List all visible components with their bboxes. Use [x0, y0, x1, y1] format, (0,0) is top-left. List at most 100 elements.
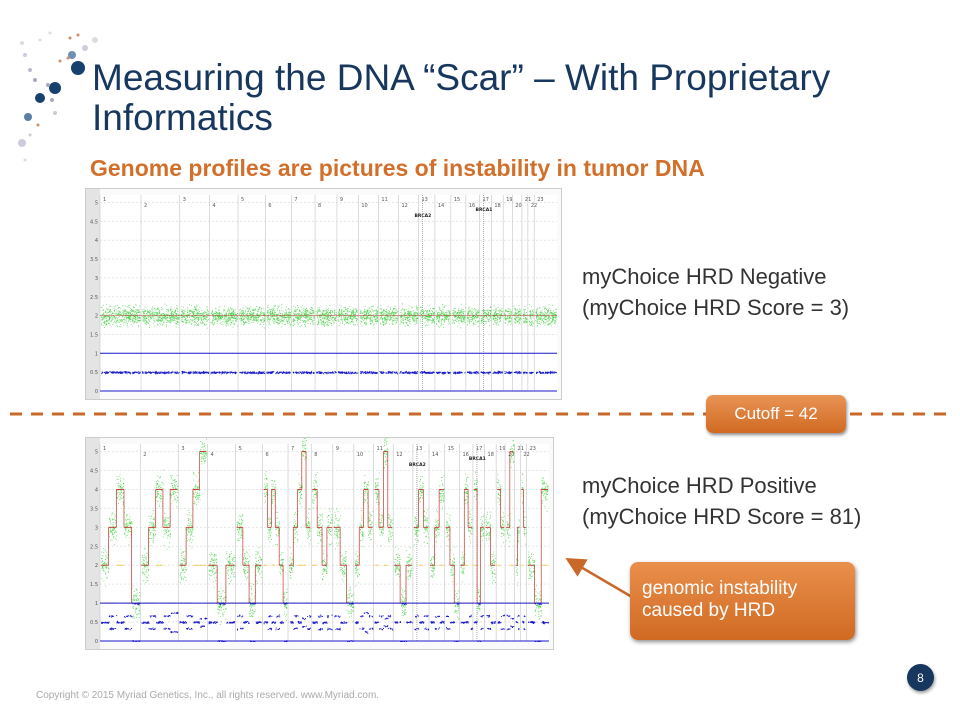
- cn-point: [530, 317, 532, 319]
- baf-point: [224, 372, 226, 374]
- cn-point: [116, 312, 118, 314]
- cn-point: [468, 321, 470, 323]
- cn-point: [390, 317, 392, 319]
- cn-point: [426, 319, 427, 321]
- cn-point: [273, 306, 275, 307]
- cn-point: [414, 323, 416, 325]
- cn-point: [346, 314, 348, 316]
- baf-point: [373, 371, 375, 373]
- cn-point: [327, 309, 328, 311]
- cn-point: [387, 316, 389, 318]
- baf-point: [369, 372, 371, 374]
- cn-point: [312, 319, 314, 321]
- cn-point: [551, 321, 553, 323]
- cn-point: [444, 321, 446, 323]
- cn-point: [332, 311, 334, 313]
- baf-point: [313, 372, 315, 374]
- cn-point: [306, 315, 308, 317]
- cn-point: [471, 309, 473, 311]
- baf-point: [194, 372, 196, 374]
- cn-point: [200, 318, 202, 319]
- cn-point: [137, 321, 139, 323]
- cn-point: [343, 323, 345, 325]
- cn-point: [495, 309, 497, 311]
- cn-point: [122, 320, 123, 322]
- cn-point: [380, 318, 381, 320]
- cn-point: [233, 311, 235, 312]
- cn-point: [444, 317, 446, 319]
- cn-point: [171, 313, 173, 315]
- cn-point: [177, 319, 179, 321]
- baf-point: [275, 372, 277, 374]
- cn-point: [243, 321, 244, 323]
- cn-point: [173, 318, 174, 319]
- cn-point: [124, 310, 125, 312]
- cn-point: [282, 319, 284, 321]
- baf-point: [364, 372, 366, 374]
- cn-point: [354, 314, 356, 315]
- cn-point: [247, 318, 249, 320]
- cn-point: [228, 309, 229, 311]
- cn-point: [477, 321, 479, 323]
- cn-point: [366, 310, 368, 312]
- cn-point: [544, 317, 545, 319]
- cn-point: [353, 318, 355, 320]
- cn-point: [473, 312, 474, 314]
- cn-point: [525, 322, 527, 324]
- cn-point: [502, 315, 503, 317]
- cn-point: [201, 316, 203, 318]
- cn-point: [537, 319, 539, 321]
- cn-point: [440, 313, 442, 315]
- baf-point: [200, 371, 202, 373]
- cn-point: [289, 315, 291, 317]
- cn-point: [334, 317, 336, 319]
- cn-point: [279, 319, 281, 321]
- chromosome-label: 1: [103, 197, 106, 203]
- cn-point: [464, 307, 466, 309]
- cn-point: [151, 312, 153, 314]
- cn-point: [208, 319, 210, 321]
- cn-point: [473, 317, 475, 319]
- cn-point: [113, 308, 115, 310]
- cn-point: [340, 319, 342, 321]
- baf-point: [144, 371, 146, 373]
- cn-point: [462, 322, 464, 324]
- plot-area: [100, 195, 557, 391]
- cn-point: [312, 310, 314, 312]
- cn-point: [369, 324, 371, 326]
- cn-point: [224, 313, 226, 315]
- cn-point: [505, 318, 507, 320]
- cn-point: [526, 318, 528, 320]
- cn-point: [233, 313, 235, 314]
- cn-point: [343, 316, 345, 318]
- cn-point: [176, 308, 178, 310]
- baf-point: [267, 372, 269, 374]
- cn-point: [379, 312, 381, 314]
- baf-point: [298, 372, 300, 374]
- cn-point: [412, 319, 414, 320]
- cn-point: [121, 319, 123, 321]
- cn-point: [404, 309, 406, 311]
- cn-point: [539, 307, 541, 309]
- cn-point: [420, 314, 422, 316]
- cn-point: [273, 313, 275, 315]
- cn-point: [548, 314, 550, 316]
- baf-point: [371, 372, 373, 374]
- cn-point: [126, 317, 128, 319]
- cn-point: [144, 313, 146, 315]
- cn-point: [293, 312, 295, 314]
- cn-point: [169, 321, 171, 323]
- cn-point: [349, 323, 351, 325]
- cn-point: [431, 322, 433, 324]
- cn-point: [294, 309, 296, 310]
- cn-point: [361, 318, 362, 320]
- cn-point: [553, 317, 555, 319]
- cn-point: [226, 312, 228, 314]
- baf-point: [241, 372, 243, 374]
- cn-point: [406, 308, 408, 310]
- cn-point: [427, 319, 429, 321]
- cn-point: [212, 322, 214, 324]
- cn-point: [174, 320, 176, 321]
- baf-point: [127, 371, 129, 373]
- cn-point: [553, 319, 555, 321]
